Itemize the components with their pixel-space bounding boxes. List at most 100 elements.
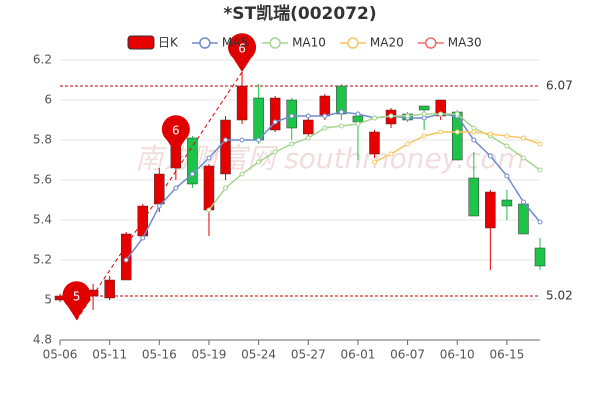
ma-point bbox=[454, 111, 460, 117]
ma-point bbox=[504, 133, 510, 139]
ma-point bbox=[520, 199, 526, 205]
candle-body bbox=[352, 115, 364, 123]
ma-point bbox=[438, 111, 444, 117]
ma-point bbox=[338, 109, 344, 115]
ma-point bbox=[537, 219, 543, 225]
ma-point bbox=[256, 159, 262, 165]
trend-line bbox=[76, 71, 243, 321]
candle-body bbox=[501, 199, 513, 207]
ma-point bbox=[272, 149, 278, 155]
ma-point bbox=[471, 137, 477, 143]
legend-label[interactable]: 日K bbox=[158, 36, 179, 50]
legend-icon bbox=[199, 37, 211, 49]
ma-point bbox=[239, 137, 245, 143]
ma-point bbox=[438, 129, 444, 135]
pin-label: 6 bbox=[238, 42, 246, 56]
legend-label[interactable]: MA20 bbox=[370, 36, 404, 50]
pin bbox=[161, 115, 190, 154]
ma-point bbox=[520, 135, 526, 141]
ma-line bbox=[125, 111, 541, 261]
pin-label: 6 bbox=[172, 124, 180, 138]
ma-point bbox=[355, 121, 361, 127]
ma-point bbox=[206, 207, 212, 213]
ma-point bbox=[140, 235, 146, 241]
ma-point bbox=[504, 173, 510, 179]
ma-point bbox=[272, 119, 278, 125]
y-tick-label: 6 bbox=[44, 93, 52, 107]
ma-point bbox=[487, 131, 493, 137]
candle-body bbox=[236, 85, 248, 121]
x-tick-label: 06-10 bbox=[440, 348, 475, 362]
ma-point bbox=[504, 143, 510, 149]
candle-body bbox=[120, 233, 132, 281]
y-tick-label: 6.2 bbox=[33, 53, 52, 67]
candle-body bbox=[518, 203, 529, 235]
ma-point bbox=[123, 257, 129, 263]
ma-point bbox=[223, 185, 229, 191]
ma-point bbox=[421, 115, 427, 121]
legend-icon bbox=[347, 37, 359, 49]
y-tick-label: 5.2 bbox=[33, 253, 52, 267]
ma-point bbox=[421, 133, 427, 139]
ref-label: 6.07 bbox=[546, 79, 573, 93]
ma-point bbox=[537, 167, 543, 173]
x-tick-label: 06-07 bbox=[390, 348, 425, 362]
y-tick-label: 5.6 bbox=[33, 173, 52, 187]
ma-point bbox=[471, 125, 477, 131]
ma-point bbox=[173, 185, 179, 191]
ma-point bbox=[520, 155, 526, 161]
x-tick-label: 05-27 bbox=[291, 348, 326, 362]
ma-point bbox=[256, 137, 262, 143]
pin-label: 5 bbox=[73, 290, 81, 304]
legend-label[interactable]: MA5 bbox=[222, 36, 248, 50]
x-tick-label: 06-15 bbox=[489, 348, 524, 362]
ma-point bbox=[388, 113, 394, 119]
ma-point bbox=[405, 113, 411, 119]
legend-icon bbox=[269, 37, 281, 49]
ma-point bbox=[405, 141, 411, 147]
ma-point bbox=[537, 141, 543, 147]
legend-icon[interactable] bbox=[127, 35, 155, 50]
pin bbox=[62, 281, 91, 320]
ma-point bbox=[388, 151, 394, 157]
candle-body bbox=[187, 137, 198, 185]
x-tick-label: 05-24 bbox=[241, 348, 276, 362]
candle-body bbox=[369, 131, 380, 155]
candle-body bbox=[534, 247, 546, 267]
ma-point bbox=[239, 171, 245, 177]
ma-point bbox=[305, 135, 311, 141]
candle-body bbox=[203, 165, 215, 211]
x-tick-label: 05-06 bbox=[43, 348, 78, 362]
y-tick-label: 5.4 bbox=[33, 213, 52, 227]
legend-label[interactable]: MA30 bbox=[448, 36, 482, 50]
ma-point bbox=[206, 155, 212, 161]
ma-point bbox=[289, 141, 295, 147]
y-tick-label: 5 bbox=[44, 293, 52, 307]
candle-body bbox=[220, 119, 231, 175]
ref-label: 5.02 bbox=[546, 289, 573, 303]
pin bbox=[228, 33, 257, 72]
candle-body bbox=[269, 97, 281, 131]
ma-point bbox=[289, 113, 295, 119]
ma-point bbox=[322, 125, 328, 131]
chart-title: *ST凯瑞(002072) bbox=[223, 3, 376, 24]
ma-point bbox=[189, 171, 195, 177]
candle-body bbox=[104, 279, 115, 299]
candle-body bbox=[451, 111, 463, 161]
candle-body bbox=[154, 173, 165, 205]
ma-point bbox=[471, 129, 477, 135]
candle-body bbox=[485, 191, 496, 229]
ma-point bbox=[355, 111, 361, 117]
ma-point bbox=[454, 129, 460, 135]
x-tick-label: 05-16 bbox=[142, 348, 177, 362]
ma-point bbox=[338, 123, 344, 129]
ma-point bbox=[156, 203, 162, 209]
candle-body bbox=[319, 95, 331, 117]
legend-label[interactable]: MA10 bbox=[292, 36, 326, 50]
ma-point bbox=[421, 111, 427, 117]
ma-point bbox=[322, 113, 328, 119]
ma-point bbox=[371, 115, 377, 121]
candle-body bbox=[418, 105, 430, 111]
